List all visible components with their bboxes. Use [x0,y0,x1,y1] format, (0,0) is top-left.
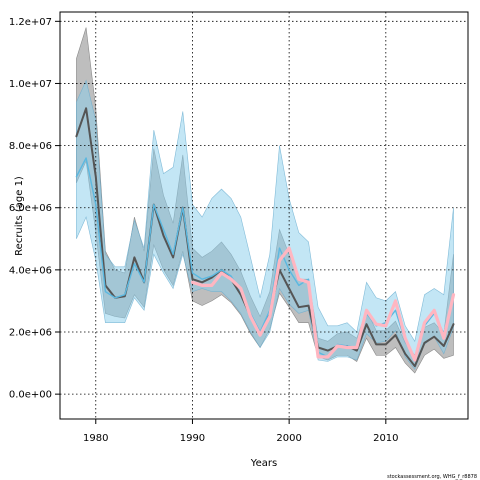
x-axis-label: Years [250,458,277,469]
y-tick-label: 1.0e+07 [9,79,52,90]
plot-frame [59,11,469,420]
credit-text: stockassessment.org, WHG_f_r8878 [387,474,477,480]
grid-lines [60,12,468,419]
y-tick-label: 2.0e+06 [9,328,52,339]
x-tick-label: 1980 [83,433,108,444]
y-tick-label: 4.0e+06 [9,265,52,276]
y-tick-label: 0.0e+00 [9,390,52,401]
x-tick-label: 1990 [180,433,205,444]
series-lines [75,107,456,368]
x-tick-label: 2000 [276,433,301,444]
x-axis: 1980 1990 2000 2010 [83,419,399,444]
y-tick-label: 6.0e+06 [9,203,52,214]
series-line-pink [190,246,456,362]
y-tick-label: 1.2e+07 [9,17,52,28]
y-axis: 0.0e+00 2.0e+06 4.0e+06 6.0e+06 8.0e+06 1.0e+… [9,17,60,401]
y-axis-label: Recruits (age 1) [14,176,25,256]
y-tick-label: 8.0e+06 [9,141,52,152]
x-tick-label: 2010 [373,433,398,444]
